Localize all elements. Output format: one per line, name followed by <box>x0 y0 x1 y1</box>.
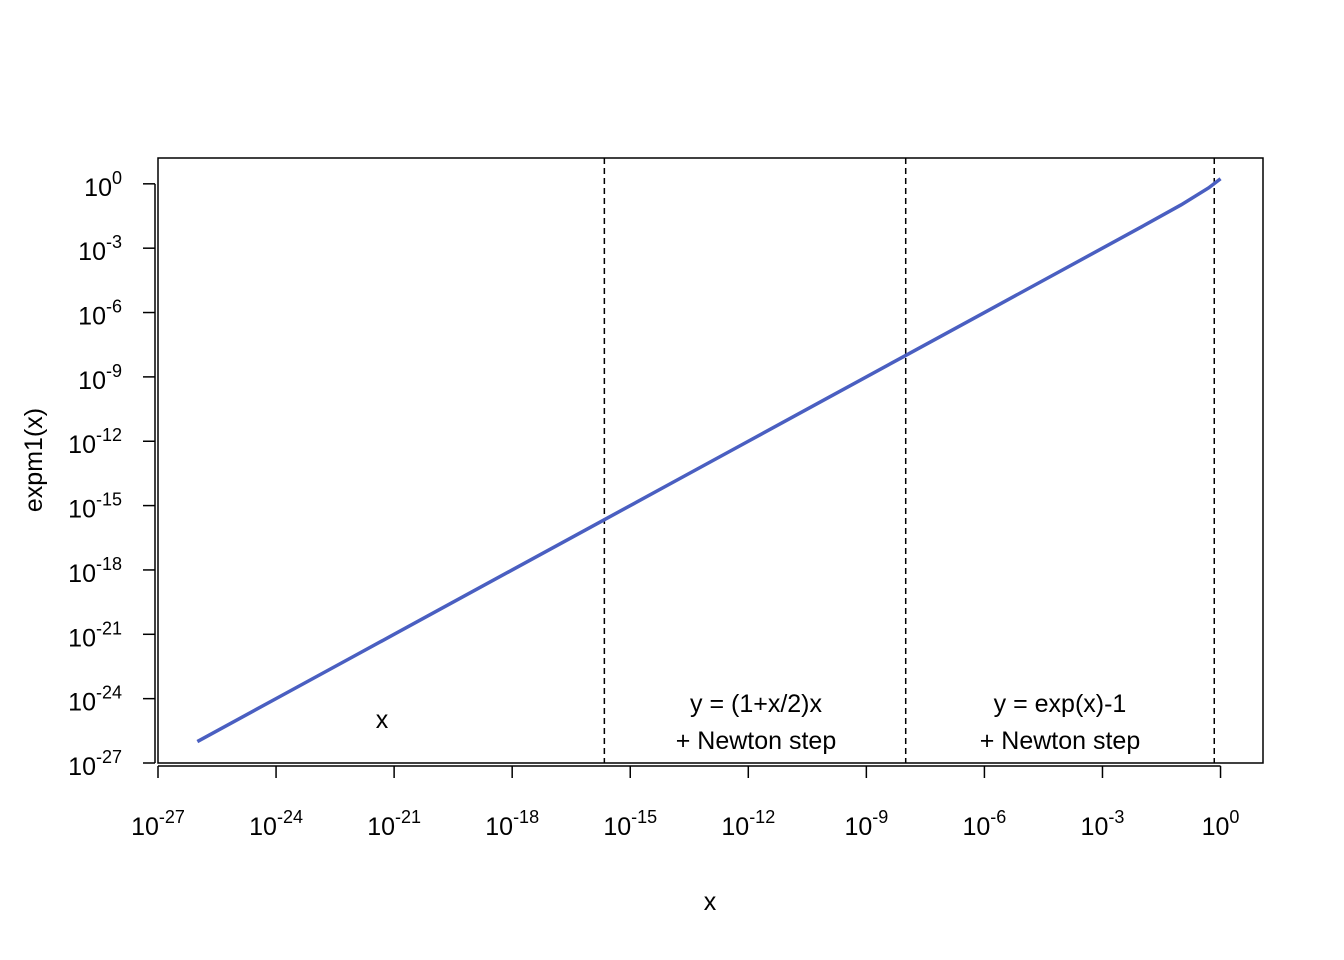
region-label: xp(x)-1 <box>1232 681 1260 759</box>
tick-exponent: -9 <box>872 807 888 827</box>
tick-base: 10 <box>367 813 395 841</box>
tick-exponent: -27 <box>96 747 122 767</box>
y-tick-label: 10-18 <box>68 554 122 588</box>
region-label: y = exp(x)-1 <box>994 690 1127 718</box>
tick-base: 10 <box>249 813 277 841</box>
y-tick-label: 10-9 <box>78 361 122 395</box>
plot-box <box>157 157 1264 764</box>
tick-exponent: -3 <box>1108 807 1124 827</box>
x-tick-label: 100 <box>1202 807 1240 841</box>
tick-base: 10 <box>68 624 96 652</box>
y-tick-label: 100 <box>84 168 122 202</box>
tick-base: 10 <box>844 813 872 841</box>
tick-exponent: -15 <box>631 807 657 827</box>
y-tick-label: 10-6 <box>78 297 122 331</box>
tick-exponent: -18 <box>513 807 539 827</box>
tick-exponent: -3 <box>106 232 122 252</box>
tick-exponent: -6 <box>990 807 1006 827</box>
tick-exponent: -9 <box>106 361 122 381</box>
x-tick-label: 10-3 <box>1081 807 1125 841</box>
tick-base: 10 <box>68 560 96 588</box>
tick-base: 10 <box>84 174 112 202</box>
x-tick-label: 10-27 <box>131 807 185 841</box>
tick-base: 10 <box>962 813 990 841</box>
tick-exponent: -12 <box>96 425 122 445</box>
x-tick-label: 10-9 <box>844 807 888 841</box>
x-tick-label: 10-24 <box>249 807 303 841</box>
region-label: y = (1+x/2)x <box>690 690 822 718</box>
y-tick-label: 10-12 <box>68 425 122 459</box>
tick-exponent: -21 <box>96 618 122 638</box>
tick-exponent: 0 <box>1229 807 1239 827</box>
data-line <box>196 177 1222 744</box>
tick-base: 10 <box>721 813 749 841</box>
tick-base: 10 <box>1202 813 1230 841</box>
tick-exponent: -15 <box>96 490 122 510</box>
tick-exponent: -18 <box>96 554 122 574</box>
x-axis-label: x <box>704 888 717 916</box>
tick-exponent: -12 <box>749 807 775 827</box>
tick-base: 10 <box>78 303 106 331</box>
tick-base: 10 <box>78 238 106 266</box>
x-tick-label: 10-6 <box>962 807 1006 841</box>
x-tick-label: 10-12 <box>721 807 775 841</box>
tick-exponent: -21 <box>395 807 421 827</box>
x-tick-label: 10-21 <box>367 807 421 841</box>
region-label: + Newton step <box>980 727 1141 755</box>
tick-base: 10 <box>68 689 96 717</box>
tick-base: 10 <box>68 431 96 459</box>
x-tick-label: 10-15 <box>603 807 657 841</box>
region-label: x <box>376 706 389 734</box>
y-tick-label: 10-27 <box>68 747 122 781</box>
tick-base: 10 <box>131 813 159 841</box>
y-axis-label: expm1(x) <box>20 408 48 512</box>
tick-exponent: -27 <box>159 807 185 827</box>
tick-base: 10 <box>68 496 96 524</box>
region-label: + Newton step <box>676 727 837 755</box>
y-tick-label: 10-21 <box>68 618 122 652</box>
tick-base: 10 <box>1081 813 1109 841</box>
y-tick-label: 10-15 <box>68 490 122 524</box>
x-tick-label: 10-18 <box>485 807 539 841</box>
tick-exponent: -24 <box>277 807 303 827</box>
tick-base: 10 <box>603 813 631 841</box>
tick-base: 10 <box>78 367 106 395</box>
tick-base: 10 <box>485 813 513 841</box>
tick-exponent: -24 <box>96 683 122 703</box>
tick-base: 10 <box>68 753 96 781</box>
y-tick-label: 10-24 <box>68 683 122 717</box>
y-tick-label: 10-3 <box>78 232 122 266</box>
tick-exponent: -6 <box>106 297 122 317</box>
tick-exponent: 0 <box>112 168 122 188</box>
